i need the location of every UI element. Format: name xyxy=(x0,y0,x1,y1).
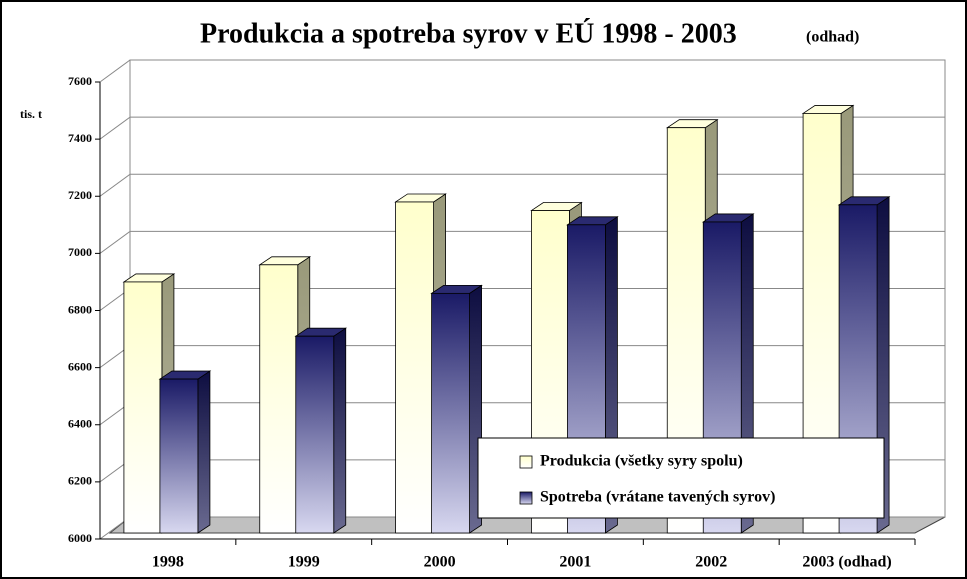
y-tick-label: 7000 xyxy=(68,245,92,259)
bar xyxy=(395,201,434,534)
side-grid-line xyxy=(99,173,131,197)
title-main: Produkcia a spotreba syrov v EÚ 1998 - 2… xyxy=(200,18,737,49)
bar-side xyxy=(333,327,347,534)
x-tick-label: 1998 xyxy=(152,554,184,571)
bar xyxy=(431,292,470,534)
y-tick-label: 6400 xyxy=(68,417,92,431)
legend-swatch xyxy=(519,455,533,469)
chart-title: Produkcia a spotreba syrov v EÚ 1998 - 2… xyxy=(200,18,859,49)
bar xyxy=(123,281,163,534)
x-tick-label: 2000 xyxy=(424,554,456,571)
bar xyxy=(259,264,299,534)
y-tick-label: 6800 xyxy=(68,302,92,316)
legend-box xyxy=(477,437,885,519)
legend-swatch xyxy=(519,491,533,505)
side-grid-line xyxy=(99,230,131,254)
y-tick-label: 7200 xyxy=(68,188,92,202)
x-tick-label: 2003 (odhad) xyxy=(802,554,891,571)
y-tick-label: 7400 xyxy=(68,131,92,145)
x-tick-label: 2002 xyxy=(695,554,727,571)
y-tick-label: 6200 xyxy=(68,474,92,488)
y-axis-label: tis. t xyxy=(20,107,42,121)
bar-side xyxy=(197,370,211,534)
legend-label: Produkcia (všetky syry spolu) xyxy=(540,453,743,470)
x-tick-label: 2001 xyxy=(559,554,591,571)
side-grid-line xyxy=(99,116,131,140)
y-tick-label: 6000 xyxy=(68,531,92,545)
x-tick-label: 1999 xyxy=(288,554,320,571)
bar xyxy=(159,378,199,534)
bar xyxy=(295,335,335,534)
y-tick-label: 6600 xyxy=(68,359,92,373)
legend-label: Spotreba (vrátane tavených syrov) xyxy=(540,489,775,506)
y-tick-label: 7600 xyxy=(68,74,92,88)
side-grid-line xyxy=(99,59,131,83)
title-suffix: (odhad) xyxy=(806,29,859,46)
legend: Produkcia (všetky syry spolu) Spotreba (v… xyxy=(477,437,885,519)
